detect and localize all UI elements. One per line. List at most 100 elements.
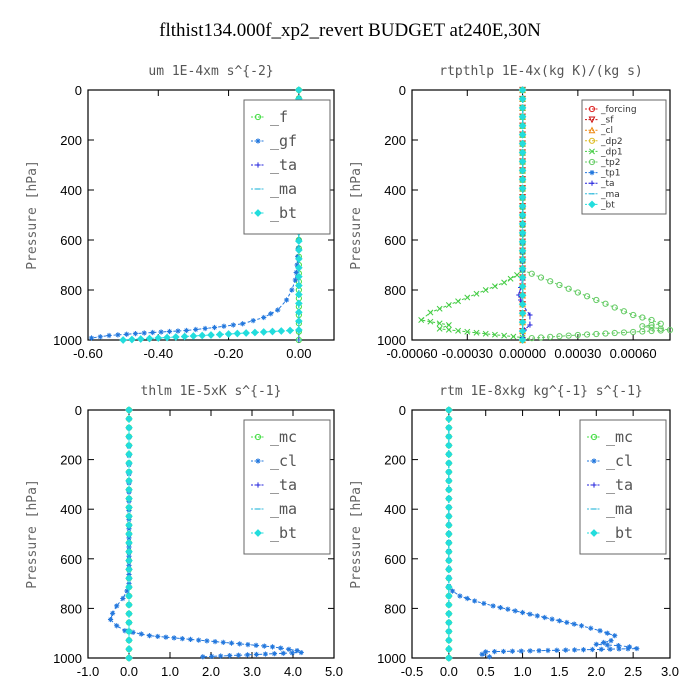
data-point [578, 623, 585, 629]
data-point [556, 333, 563, 340]
y-tick-label: 400 [60, 183, 82, 198]
data-point [277, 327, 286, 335]
data-point [280, 650, 286, 656]
data-point [295, 86, 303, 94]
legend-label: _ta [600, 179, 615, 189]
legend-label: _cl [270, 452, 297, 470]
y-tick-label: 200 [60, 453, 82, 468]
y-axis-label: Pressure [hPa] [25, 479, 40, 589]
legend-marker [588, 137, 596, 144]
data-point [250, 318, 256, 324]
data-point [639, 328, 646, 335]
x-tick-label: -1.0 [77, 664, 99, 679]
data-point [481, 600, 487, 607]
data-point [518, 139, 527, 148]
x-tick-label: 5.0 [325, 664, 343, 679]
data-point [198, 331, 207, 340]
data-point [608, 638, 614, 644]
x-tick-label: 0.00 [286, 346, 311, 361]
data-point [445, 627, 453, 636]
data-point [473, 329, 480, 336]
legend: _forcing_sf_cl_dp2_dp1_tp2_tp1_ta_ma_bt [581, 99, 667, 215]
legend-label: _bt [606, 524, 633, 542]
y-tick-label: 200 [60, 133, 82, 148]
legend-marker [254, 529, 262, 537]
data-point [445, 636, 453, 645]
data-point [146, 633, 153, 639]
data-point [125, 415, 133, 423]
y-tick-label: 1000 [377, 333, 406, 348]
legend-marker [589, 180, 595, 186]
data-point [125, 503, 133, 512]
y-axis-label: Pressure [hPa] [25, 160, 40, 270]
chart-panel-1: um 1E-4xm s^{-2} Pressure [hPa] 0 200 400 600… [25, 64, 335, 361]
legend-label: _bt [600, 200, 615, 210]
data-point [253, 651, 260, 658]
data-point [294, 647, 300, 654]
data-point [125, 441, 133, 450]
data-point [125, 547, 133, 556]
data-point [171, 635, 177, 641]
x-tick-label: 0.0 [120, 664, 138, 679]
data-point [564, 619, 570, 626]
y-tick-label: 600 [60, 552, 82, 567]
data-point [620, 308, 628, 315]
data-point [445, 406, 453, 414]
data-point [275, 307, 281, 313]
data-point [571, 621, 577, 627]
data-point [295, 255, 303, 263]
data-point [483, 649, 489, 655]
x-tick-label: 2.0 [587, 664, 605, 679]
data-point [145, 334, 154, 343]
data-point [510, 333, 517, 340]
data-point [207, 331, 215, 339]
data-point [110, 610, 116, 616]
y-tick-label: 800 [384, 283, 406, 298]
legend-label: _dp1 [600, 147, 623, 157]
data-point [125, 494, 133, 503]
y-tick-label: 200 [384, 453, 406, 468]
data-point [500, 648, 507, 655]
legend: _mc _cl _ta _ma _bt [579, 419, 667, 555]
data-point [518, 229, 527, 237]
data-point [648, 324, 655, 331]
data-point [518, 309, 527, 318]
x-tick-label: 1.0 [514, 664, 532, 679]
data-point [163, 333, 171, 342]
y-axis-label: Pressure [hPa] [349, 160, 364, 270]
data-point [293, 269, 299, 276]
data-point [228, 640, 235, 646]
x-tick-label: -0.60 [73, 346, 103, 361]
data-point [620, 329, 628, 336]
data-point [518, 246, 527, 255]
legend-marker [589, 170, 595, 176]
y-tick-label: 600 [384, 552, 406, 567]
data-point [547, 333, 554, 340]
panel-title: rtpthlp 1E-4x(kg K)/(kg s) [439, 64, 643, 79]
data-point [125, 432, 133, 441]
data-point [175, 328, 181, 334]
data-point [518, 291, 527, 300]
data-point [648, 321, 655, 329]
data-point [221, 323, 227, 329]
data-point [125, 512, 133, 521]
series-line [518, 90, 531, 338]
x-tick-label: -0.00030 [442, 346, 493, 361]
data-point [602, 300, 609, 307]
data-point [537, 274, 545, 281]
data-point [436, 320, 443, 327]
data-point [445, 645, 453, 653]
data-point [251, 328, 259, 337]
data-point [492, 649, 498, 655]
data-point [88, 335, 95, 341]
series-line [420, 90, 524, 338]
legend-label: _forcing [600, 105, 637, 115]
data-point [125, 539, 133, 547]
data-point [240, 321, 246, 327]
data-point [187, 636, 194, 642]
data-point [189, 332, 198, 340]
legend-marker [589, 148, 595, 155]
data-point [227, 653, 233, 659]
data-point [125, 627, 133, 636]
data-point [294, 262, 300, 268]
